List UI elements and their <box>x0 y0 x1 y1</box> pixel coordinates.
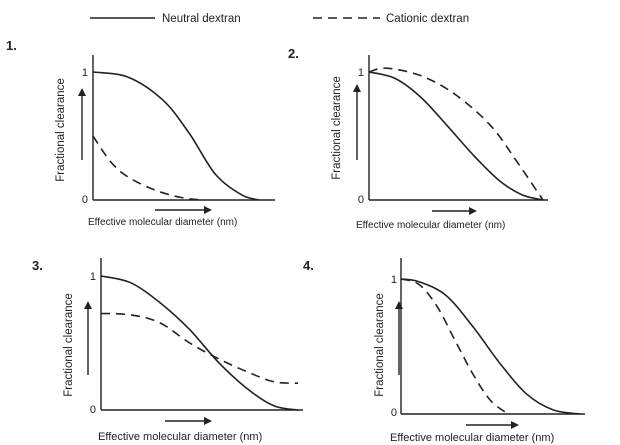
chart-panel-1: 1. Fractional clearance 1 0 Effective mo… <box>6 38 275 228</box>
series-line-neutral <box>368 71 544 201</box>
y-axis-label: Fractional clearance <box>374 293 386 397</box>
series-line-cationic <box>100 312 299 384</box>
chart-panel-2: 2. Fractional clearance 1 0 Effective mo… <box>288 46 548 231</box>
x-axis-label: Effective molecular diameter (nm) <box>356 220 505 231</box>
y-axis-label: Fractional clearance <box>55 78 67 182</box>
y-tick-label-0: 0 <box>82 194 88 206</box>
y-axis-label: Fractional clearance <box>63 293 75 397</box>
panel-label: 1. <box>6 38 17 53</box>
series-line-neutral <box>92 71 260 201</box>
panel-label: 2. <box>288 46 299 61</box>
panel-label: 4. <box>303 258 314 273</box>
panel-label: 3. <box>32 258 43 273</box>
x-axis-label: Effective molecular diameter (nm) <box>88 217 237 228</box>
legend-neutral-label: Neutral dextran <box>162 13 241 25</box>
chart-panel-3: 3. Fractional clearance 1 0 Effective mo… <box>32 258 303 443</box>
x-axis-label: Effective molecular diameter (nm) <box>98 431 262 443</box>
legend: Neutral dextran Cationic dextran <box>90 13 469 25</box>
y-tick-label-1: 1 <box>391 274 397 286</box>
x-axis-label: Effective molecular diameter (nm) <box>390 432 554 444</box>
series-line-cationic <box>92 135 202 201</box>
legend-cationic-label: Cationic dextran <box>386 13 469 25</box>
series-line-neutral <box>100 275 299 411</box>
series-line-cationic <box>400 278 509 415</box>
y-tick-label-1: 1 <box>90 271 96 283</box>
y-axis-label: Fractional clearance <box>331 76 343 180</box>
y-tick-label-1: 1 <box>358 67 364 79</box>
y-tick-label-0: 0 <box>391 407 397 419</box>
series-line-neutral <box>400 278 581 415</box>
chart-panel-4: 4. Fractional clearance 1 0 Effective mo… <box>303 258 585 444</box>
y-tick-label-0: 0 <box>90 404 96 416</box>
y-tick-label-0: 0 <box>358 194 364 206</box>
y-tick-label-1: 1 <box>82 67 88 79</box>
series-line-cationic <box>368 67 544 201</box>
